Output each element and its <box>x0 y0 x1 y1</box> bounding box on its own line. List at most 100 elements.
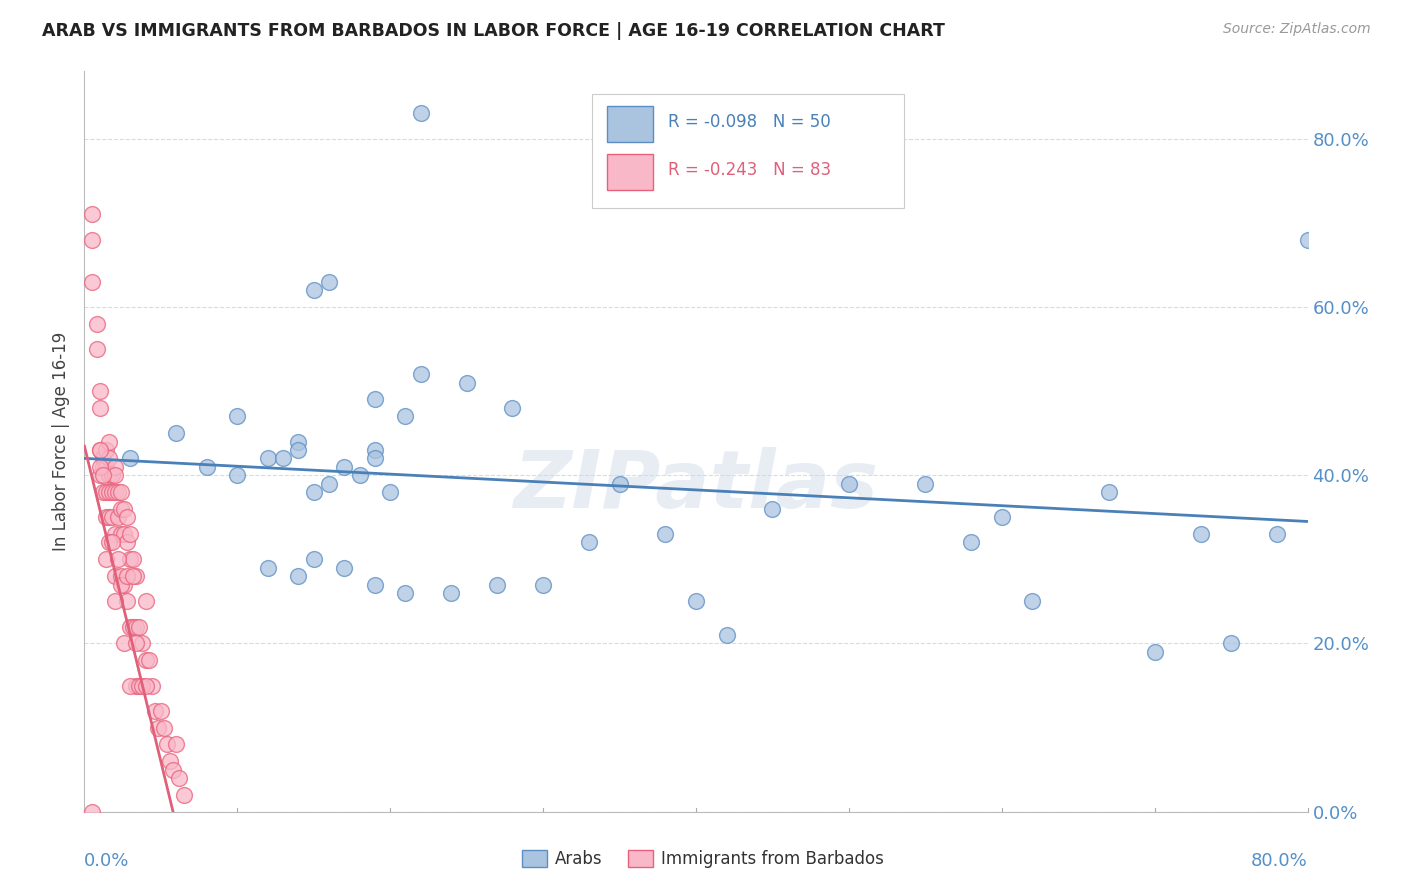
Point <box>104 459 127 474</box>
Point <box>125 679 148 693</box>
Point <box>409 106 432 120</box>
Point <box>364 577 387 591</box>
Point <box>97 510 120 524</box>
Point <box>364 451 387 466</box>
Point <box>333 459 356 474</box>
Point <box>138 653 160 667</box>
Point <box>89 468 111 483</box>
Point <box>1220 636 1243 650</box>
Point <box>112 636 135 650</box>
Point <box>1189 527 1212 541</box>
Point <box>122 619 145 633</box>
Point <box>120 552 142 566</box>
Point <box>364 392 387 407</box>
Text: R = -0.243   N = 83: R = -0.243 N = 83 <box>668 161 831 178</box>
Point <box>165 426 187 441</box>
Point <box>86 342 108 356</box>
Text: ZIPatlas: ZIPatlas <box>513 447 879 525</box>
Point <box>226 409 249 424</box>
Point <box>394 586 416 600</box>
Point <box>101 535 124 549</box>
Point <box>302 283 325 297</box>
Point <box>89 459 111 474</box>
Point <box>94 459 117 474</box>
Point <box>960 535 983 549</box>
Point <box>257 451 280 466</box>
Point <box>94 510 117 524</box>
Point <box>349 468 371 483</box>
Point <box>318 476 340 491</box>
Point <box>112 501 135 516</box>
Point <box>89 401 111 415</box>
Point <box>1098 485 1121 500</box>
Point <box>104 569 127 583</box>
Point <box>110 485 132 500</box>
Point <box>153 721 176 735</box>
Point <box>716 628 738 642</box>
Text: ARAB VS IMMIGRANTS FROM BARBADOS IN LABOR FORCE | AGE 16-19 CORRELATION CHART: ARAB VS IMMIGRANTS FROM BARBADOS IN LABO… <box>42 22 945 40</box>
Point <box>456 376 478 390</box>
Point <box>761 501 783 516</box>
Point <box>131 679 153 693</box>
Point <box>609 476 631 491</box>
Point <box>122 569 145 583</box>
Point <box>97 468 120 483</box>
Point <box>287 569 309 583</box>
Point <box>107 485 129 500</box>
Point <box>115 535 138 549</box>
Point <box>1021 594 1043 608</box>
Point <box>257 560 280 574</box>
Point <box>104 468 127 483</box>
Point <box>120 527 142 541</box>
Point <box>838 476 860 491</box>
Point <box>94 485 117 500</box>
Point <box>128 619 150 633</box>
Point <box>104 485 127 500</box>
Point <box>97 485 120 500</box>
Point <box>80 233 103 247</box>
Point <box>97 451 120 466</box>
Point <box>685 594 707 608</box>
Point <box>110 577 132 591</box>
Point <box>531 577 554 591</box>
Point <box>120 451 142 466</box>
Point <box>914 476 936 491</box>
Point <box>97 535 120 549</box>
Point <box>80 207 103 221</box>
Point <box>135 594 157 608</box>
Point <box>143 704 166 718</box>
Point <box>162 763 184 777</box>
Point <box>122 552 145 566</box>
Point <box>104 594 127 608</box>
Point <box>107 510 129 524</box>
Point <box>110 569 132 583</box>
Point <box>271 451 294 466</box>
Point <box>991 510 1014 524</box>
Point <box>80 275 103 289</box>
Point <box>146 721 169 735</box>
Point <box>167 771 190 785</box>
Point <box>104 527 127 541</box>
FancyBboxPatch shape <box>606 154 654 190</box>
Point <box>125 569 148 583</box>
Point <box>165 738 187 752</box>
Text: 80.0%: 80.0% <box>1251 853 1308 871</box>
Point <box>502 401 524 415</box>
Point <box>578 535 600 549</box>
Point <box>1143 645 1166 659</box>
Point <box>195 459 218 474</box>
Legend: Arabs, Immigrants from Barbados: Arabs, Immigrants from Barbados <box>515 843 891 875</box>
Point <box>125 619 148 633</box>
Point <box>159 754 181 768</box>
Y-axis label: In Labor Force | Age 16-19: In Labor Force | Age 16-19 <box>52 332 70 551</box>
Point <box>89 442 111 457</box>
Point <box>287 442 309 457</box>
Point <box>302 552 325 566</box>
Point <box>120 679 142 693</box>
Point <box>226 468 249 483</box>
Point <box>333 560 356 574</box>
Point <box>120 619 142 633</box>
Point <box>89 384 111 398</box>
Point <box>287 434 309 449</box>
Point <box>135 679 157 693</box>
